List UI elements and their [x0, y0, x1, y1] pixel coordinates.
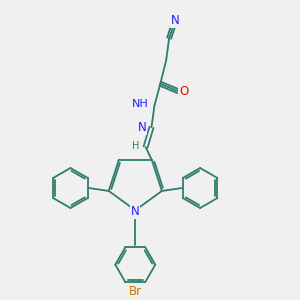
Text: O: O	[179, 85, 188, 98]
Text: N: N	[137, 121, 146, 134]
Text: H: H	[132, 140, 139, 151]
Text: N: N	[131, 205, 140, 218]
Text: NH: NH	[132, 99, 149, 110]
Text: Br: Br	[129, 285, 142, 298]
Text: N: N	[171, 14, 179, 27]
